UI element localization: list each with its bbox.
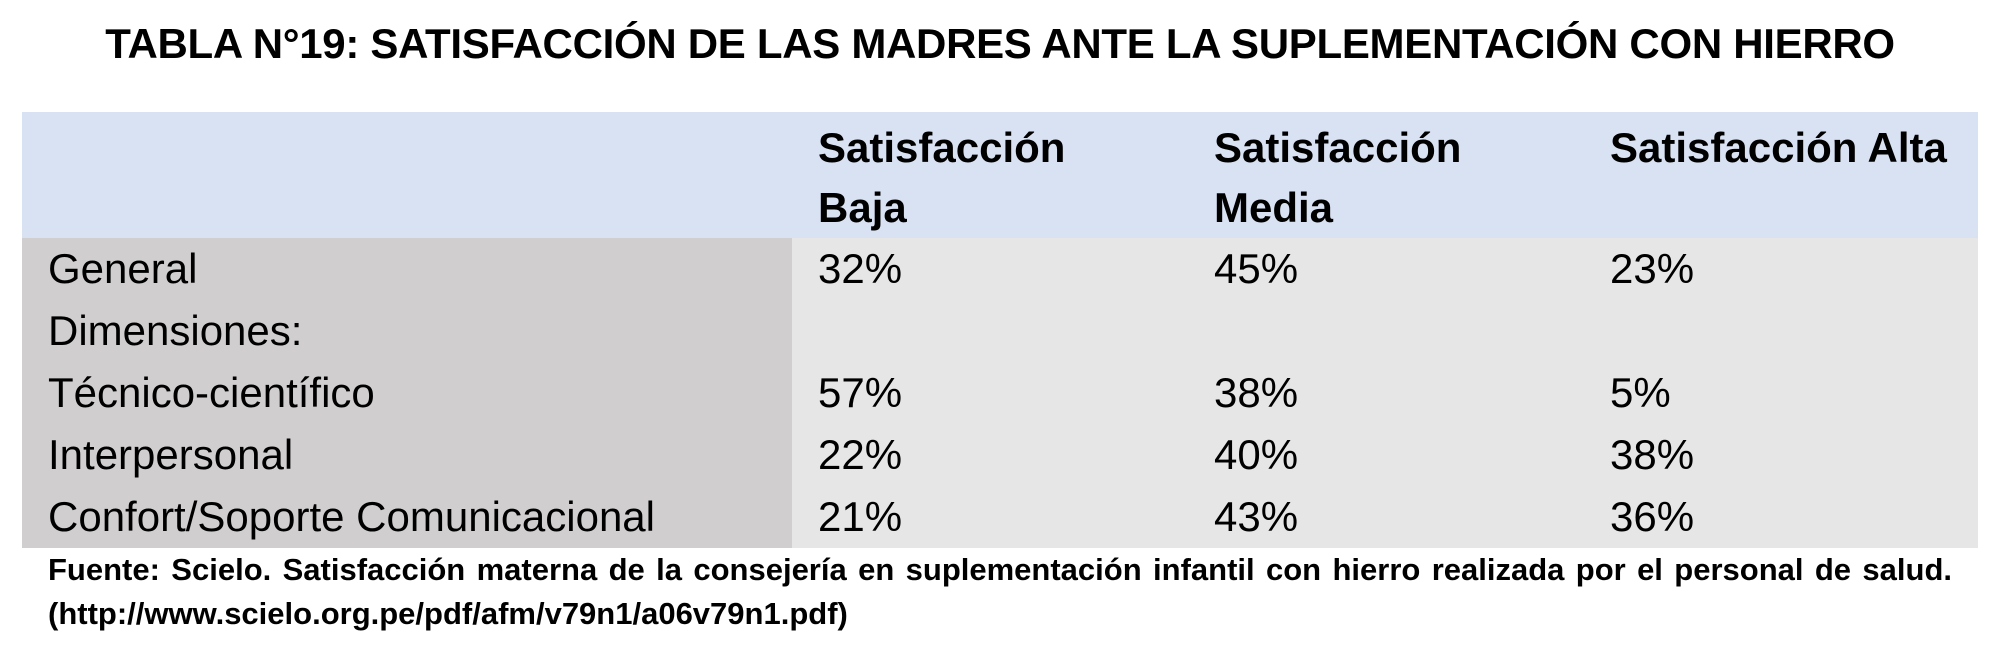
- cell-media: 43%: [1188, 486, 1584, 548]
- cell-baja: 22%: [792, 424, 1188, 486]
- table-title: TABLA N°19: SATISFACCIÓN DE LAS MADRES A…: [105, 20, 1895, 67]
- cell-alta: 23%: [1584, 238, 1978, 300]
- source-note: Fuente: Scielo. Satisfacción materna de …: [48, 552, 1952, 631]
- cell-alta: [1584, 300, 1978, 362]
- column-header-satisfaccion-baja: Satisfacción Baja: [792, 112, 1188, 238]
- table-row-interpersonal: Interpersonal 22% 40% 38%: [22, 424, 1978, 486]
- row-label: Técnico-científico: [22, 362, 792, 424]
- table-header-row: Satisfacción Baja Satisfacción Media Sat…: [22, 112, 1978, 238]
- cell-alta: 36%: [1584, 486, 1978, 548]
- satisfaction-table: Satisfacción Baja Satisfacción Media Sat…: [22, 112, 1978, 548]
- cell-alta: 5%: [1584, 362, 1978, 424]
- column-header-empty: [22, 112, 792, 238]
- column-header-satisfaccion-alta: Satisfacción Alta: [1584, 112, 1978, 238]
- row-label: Confort/Soporte Comunicacional: [22, 486, 792, 548]
- cell-media: [1188, 300, 1584, 362]
- row-label: General: [22, 238, 792, 300]
- cell-baja: 21%: [792, 486, 1188, 548]
- cell-baja: 57%: [792, 362, 1188, 424]
- cell-alta: 38%: [1584, 424, 1978, 486]
- row-label: Interpersonal: [22, 424, 792, 486]
- cell-baja: 32%: [792, 238, 1188, 300]
- row-label: Dimensiones:: [22, 300, 792, 362]
- table-row-confort-soporte: Confort/Soporte Comunicacional 21% 43% 3…: [22, 486, 1978, 548]
- cell-media: 40%: [1188, 424, 1584, 486]
- cell-media: 45%: [1188, 238, 1584, 300]
- table-row-general: General 32% 45% 23%: [22, 238, 1978, 300]
- table-row-tecnico-cientifico: Técnico-científico 57% 38% 5%: [22, 362, 1978, 424]
- column-header-satisfaccion-media: Satisfacción Media: [1188, 112, 1584, 238]
- cell-media: 38%: [1188, 362, 1584, 424]
- cell-baja: [792, 300, 1188, 362]
- table-row-dimensiones: Dimensiones:: [22, 300, 1978, 362]
